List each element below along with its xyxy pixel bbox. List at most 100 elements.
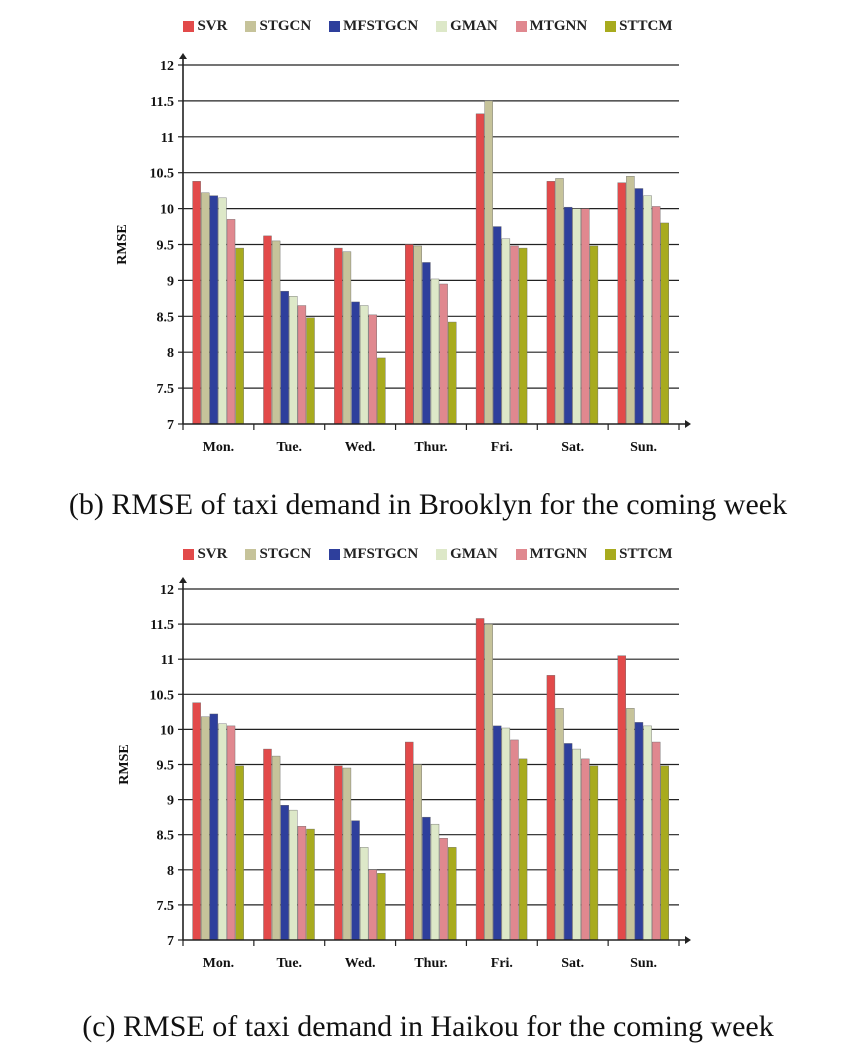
bar-stgcn-mon xyxy=(201,716,210,941)
legend-item-mtgnn: MTGNN xyxy=(515,546,587,563)
bar-gman-thur xyxy=(430,278,440,425)
bar-mtgnn-wed xyxy=(368,869,377,941)
bar-mfstgcn-sat xyxy=(563,743,573,941)
legend-item-mtgnn: MTGNN xyxy=(515,18,588,35)
legend-label: STGCN xyxy=(259,18,312,34)
bar-mtgnn-mon xyxy=(226,725,236,941)
bar-mfstgcn-sun xyxy=(634,188,644,425)
legend-item-stgcn: STGCN xyxy=(245,546,311,563)
y-tick-label: 11.5 xyxy=(150,618,174,633)
y-tick-label: 11 xyxy=(161,653,174,668)
bar-chart-brooklyn: 7 7.5 8 8.5 9 9.5 10 10.5 11 11.5 12 Mon. Tue. Wed. Th… xyxy=(115,53,691,455)
legend-swatch xyxy=(605,549,617,560)
legend-label: GMAN xyxy=(450,546,498,562)
bar-mtgnn-wed xyxy=(368,314,377,425)
bar-mfstgcn-mon xyxy=(209,713,219,941)
bar-sttcm-mon xyxy=(235,765,244,941)
x-tick-label: Sun. xyxy=(630,956,657,971)
legend-label: SVR xyxy=(197,546,228,562)
bar-stgcn-fri xyxy=(484,100,493,425)
x-tick-label: Sat. xyxy=(561,956,584,971)
bar-stgcn-sat xyxy=(555,708,564,941)
x-tick-label: Tue. xyxy=(277,440,303,455)
legend-item-mfstgcn: MFSTGCN xyxy=(329,18,418,35)
bar-svr-sat xyxy=(546,181,556,425)
bar-svr-thur xyxy=(405,244,414,425)
chart-panel-haikou: SVR STGCN MFSTGCN GMAN MTGNN STTCM 7 7.5 8 8.5 9 9… xyxy=(0,532,856,1062)
legend-swatch xyxy=(329,549,341,560)
bar-stgcn-sun xyxy=(626,708,635,941)
x-tick-label: Thur. xyxy=(414,440,447,455)
y-tick-label: 11.5 xyxy=(150,95,174,110)
x-tick-label: Tue. xyxy=(277,956,303,971)
x-axis-arrow xyxy=(685,936,691,944)
bar-gman-sat xyxy=(572,748,581,941)
bar-mtgnn-fri xyxy=(510,245,519,425)
bar-mfstgcn-sun xyxy=(634,722,644,941)
bar-gman-fri xyxy=(501,727,511,941)
y-tick-label: 8 xyxy=(167,864,174,879)
y-tick-label: 10 xyxy=(160,203,174,218)
y-axis-title: RMSE xyxy=(115,224,130,264)
bar-sttcm-sun xyxy=(660,765,669,941)
bar-gman-sun xyxy=(643,725,652,941)
y-tick-label: 11 xyxy=(161,131,174,146)
bar-svr-tue xyxy=(263,235,272,425)
chart-legend: SVR STGCN MFSTGCN GMAN MTGNN STTCM xyxy=(0,546,856,565)
bar-mfstgcn-fri xyxy=(493,725,502,941)
bar-stgcn-tue xyxy=(271,240,281,425)
legend-item-sttcm: STTCM xyxy=(605,546,673,563)
bar-stgcn-sun xyxy=(626,176,635,425)
y-tick-label: 8.5 xyxy=(157,310,175,325)
bar-chart-haikou: 7 7.5 8 8.5 9 9.5 10 10.5 11 11.5 12 Mon. Tue. Wed. Th… xyxy=(117,577,691,971)
bar-mfstgcn-tue xyxy=(280,290,289,425)
legend-item-gman: GMAN xyxy=(436,546,498,563)
y-tick-label: 9.5 xyxy=(157,239,175,254)
y-axis-arrow xyxy=(179,53,187,59)
x-tick-label: Sun. xyxy=(630,440,657,455)
legend-swatch xyxy=(245,549,257,560)
legend-item-sttcm: STTCM xyxy=(605,18,673,35)
bar-gman-wed xyxy=(359,305,369,425)
legend-label: MFSTGCN xyxy=(343,546,419,562)
bar-svr-tue xyxy=(263,748,272,941)
x-axis-arrow xyxy=(685,420,691,428)
legend-item-stgcn: STGCN xyxy=(245,18,311,35)
bar-mtgnn-thur xyxy=(439,838,448,941)
chart-caption: (b) RMSE of taxi demand in Brooklyn for … xyxy=(68,488,788,521)
y-tick-label: 7 xyxy=(167,934,174,949)
bar-gman-wed xyxy=(359,847,369,941)
y-tick-label: 7.5 xyxy=(157,899,175,914)
legend-swatch xyxy=(436,21,448,32)
y-tick-label: 10.5 xyxy=(150,688,175,703)
bar-sttcm-thur xyxy=(448,847,457,941)
bar-mtgnn-sun xyxy=(651,741,661,941)
legend-label: GMAN xyxy=(450,18,498,34)
x-tick-label: Mon. xyxy=(203,440,235,455)
legend-swatch xyxy=(329,21,341,32)
bar-svr-fri xyxy=(475,113,485,425)
bar-sttcm-fri xyxy=(518,247,528,425)
chart-legend: SVR STGCN MFSTGCN GMAN MTGNN STTCM xyxy=(0,18,856,37)
bar-mtgnn-fri xyxy=(510,739,519,941)
bar-gman-fri xyxy=(501,238,511,425)
bar-stgcn-fri xyxy=(484,623,493,941)
legend-label: MFSTGCN xyxy=(343,18,419,34)
chart-caption: (c) RMSE of taxi demand in Haikou for th… xyxy=(82,1010,774,1043)
bar-sttcm-sat xyxy=(589,245,599,425)
y-tick-label: 8 xyxy=(167,346,174,361)
legend-label: MTGNN xyxy=(529,18,588,34)
legend-swatch xyxy=(245,21,257,32)
bar-sttcm-thur xyxy=(448,321,457,425)
bar-svr-sun xyxy=(617,182,626,425)
bar-sttcm-fri xyxy=(518,758,528,941)
legend-label: STTCM xyxy=(619,18,673,34)
y-tick-label: 12 xyxy=(160,59,174,74)
y-tick-label: 8.5 xyxy=(157,829,175,844)
y-axis-title: RMSE xyxy=(117,744,132,784)
bar-mtgnn-tue xyxy=(297,305,307,425)
bar-stgcn-wed xyxy=(342,251,352,425)
x-tick-label: Wed. xyxy=(345,440,376,455)
bar-svr-thur xyxy=(405,741,414,941)
x-tick-label: Fri. xyxy=(491,440,513,455)
